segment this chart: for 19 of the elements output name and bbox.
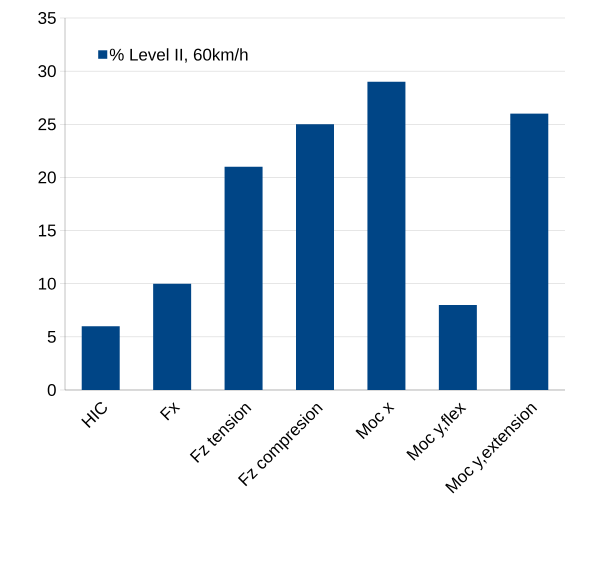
x-tick-label: Moc x: [355, 402, 395, 440]
bar: [367, 82, 406, 390]
x-tick-label: HIC: [81, 402, 107, 428]
bar: [224, 166, 263, 390]
bar: [510, 114, 548, 390]
y-tick-label: 0: [48, 384, 56, 396]
y-tick-label: 25: [38, 118, 56, 130]
y-tick-label: 30: [38, 65, 56, 78]
y-tick-label: 15: [38, 224, 56, 236]
bar: [438, 304, 477, 390]
x-tick-label: Fx: [160, 402, 180, 421]
y-tick-label: 20: [38, 171, 56, 184]
bar: [296, 124, 334, 390]
y-tick-label: 10: [38, 278, 56, 290]
y-tick-label: 5: [48, 330, 56, 343]
y-tick-label: 35: [38, 12, 56, 24]
bar: [153, 284, 192, 390]
bar: [82, 326, 120, 390]
legend-label: % Level II, 60km/h: [110, 48, 248, 63]
